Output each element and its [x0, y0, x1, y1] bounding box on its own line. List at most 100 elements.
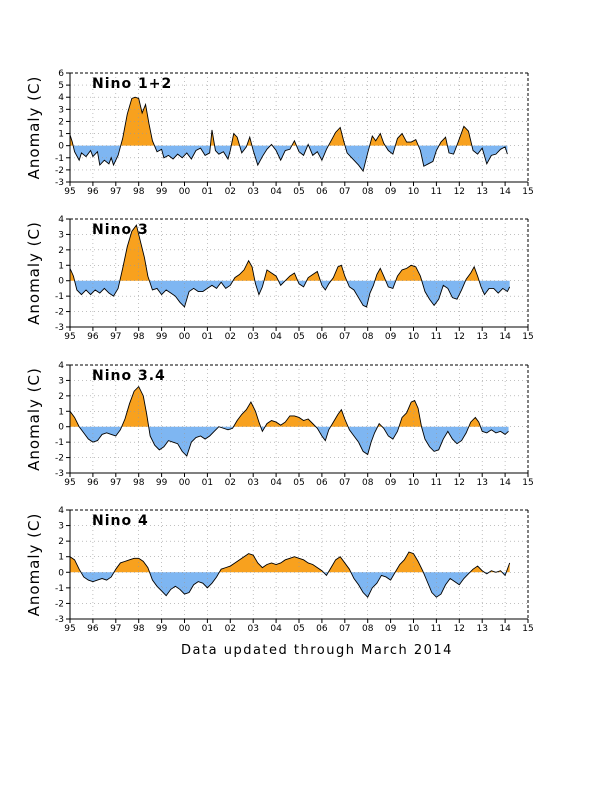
x-tick-label: 10	[408, 187, 420, 197]
x-tick-label: 03	[247, 624, 258, 634]
y-axis-label: Anomaly (C)	[25, 221, 43, 325]
x-tick-label: 99	[156, 478, 168, 488]
x-tick-label: 11	[431, 187, 442, 197]
x-tick-label: 98	[133, 332, 145, 342]
y-tick-label: -3	[55, 178, 64, 188]
y-tick-label: -2	[55, 308, 64, 318]
chart-panel-3: 95 96 97 98 99 00 01 02 03 04 05 06 07 08 09 10 11 12 13 14…	[25, 361, 534, 488]
x-tick-label: 97	[110, 332, 121, 342]
chart-panels: 95 96 97 98 99 00 01 02 03 04 05 06 07 08 09 10 11 12 13 14…	[25, 69, 534, 634]
y-tick-label: -2	[55, 454, 64, 464]
x-tick-label: 05	[293, 624, 304, 634]
positive-anomaly-area	[70, 386, 509, 427]
x-tick-label: 10	[408, 624, 420, 634]
panel-title: Nino 3.4	[92, 368, 166, 384]
x-tick-label: 06	[316, 624, 328, 634]
x-tick-label: 06	[316, 478, 328, 488]
x-tick-label: 14	[499, 624, 511, 634]
y-tick-label: 2	[58, 117, 64, 127]
x-tick-label: 07	[339, 478, 350, 488]
x-tick-label: 98	[133, 624, 145, 634]
panel-title: Nino 4	[92, 513, 149, 529]
x-tick-label: 08	[362, 187, 374, 197]
x-tick-label: 99	[156, 624, 168, 634]
x-tick-label: 00	[179, 478, 191, 488]
x-tick-label: 13	[476, 332, 487, 342]
negative-anomaly-area	[70, 426, 509, 457]
x-tick-label: 03	[247, 187, 258, 197]
x-tick-label: 97	[110, 187, 121, 197]
y-tick-label: 1	[58, 407, 64, 417]
y-tick-label: 3	[58, 105, 64, 115]
x-tick-label: 96	[87, 187, 99, 197]
x-tick-label: 00	[179, 624, 191, 634]
y-tick-label: 3	[58, 376, 64, 386]
y-tick-label: -1	[55, 438, 64, 448]
x-tick-label: 12	[454, 332, 465, 342]
x-tick-label: 08	[362, 478, 374, 488]
y-tick-label: 4	[58, 215, 64, 225]
x-tick-label: 07	[339, 332, 350, 342]
x-tick-label: 95	[64, 624, 75, 634]
x-tick-label: 05	[293, 478, 304, 488]
x-tick-label: 96	[87, 624, 99, 634]
x-tick-label: 02	[225, 187, 236, 197]
x-tick-label: 02	[225, 478, 236, 488]
y-tick-label: 1	[58, 553, 64, 563]
y-tick-label: 0	[58, 277, 64, 287]
x-tick-label: 10	[408, 332, 420, 342]
x-tick-label: 96	[87, 332, 99, 342]
x-tick-label: 05	[293, 187, 304, 197]
x-tick-label: 11	[431, 478, 442, 488]
y-tick-label: 5	[58, 81, 64, 91]
x-tick-label: 12	[454, 624, 465, 634]
positive-anomaly-area	[70, 552, 510, 573]
y-axis-label: Anomaly (C)	[25, 513, 43, 617]
x-tick-label: 00	[179, 187, 191, 197]
x-tick-label: 08	[362, 332, 374, 342]
y-tick-label: -3	[55, 469, 64, 479]
x-tick-label: 03	[247, 332, 258, 342]
x-tick-label: 14	[499, 187, 511, 197]
y-tick-label: -1	[55, 292, 64, 302]
y-tick-label: 0	[58, 142, 64, 152]
x-tick-label: 06	[316, 187, 328, 197]
x-tick-label: 99	[156, 332, 168, 342]
x-tick-label: 02	[225, 624, 236, 634]
y-tick-label: 1	[58, 130, 64, 140]
y-tick-label: 0	[58, 423, 64, 433]
anomaly-series-line	[69, 551, 511, 598]
x-tick-label: 13	[476, 187, 487, 197]
x-tick-label: 97	[110, 624, 121, 634]
x-tick-label: 02	[225, 332, 236, 342]
x-tick-label: 15	[522, 187, 533, 197]
data-updated-footer: Data updated through March 2014	[181, 643, 453, 658]
x-tick-label: 09	[385, 187, 397, 197]
y-tick-label: 4	[58, 93, 64, 103]
x-tick-label: 95	[64, 187, 75, 197]
y-tick-label: 2	[58, 537, 64, 547]
x-tick-label: 07	[339, 624, 350, 634]
x-tick-label: 98	[133, 478, 145, 488]
chart-panel-4: 95 96 97 98 99 00 01 02 03 04 05 06 07 08 09 10 11 12 13 14…	[25, 506, 534, 634]
x-tick-label: 10	[408, 478, 420, 488]
negative-anomaly-area	[70, 572, 510, 598]
y-tick-label: -1	[55, 154, 64, 164]
x-tick-label: 01	[202, 187, 213, 197]
x-tick-label: 13	[476, 478, 487, 488]
anomaly-series-line	[69, 96, 508, 173]
x-tick-label: 14	[499, 478, 511, 488]
negative-anomaly-area	[70, 145, 508, 172]
y-tick-label: 4	[58, 361, 64, 371]
panel-title: Nino 1+2	[92, 76, 172, 92]
x-tick-label: 06	[316, 332, 328, 342]
y-tick-label: 4	[58, 506, 64, 516]
x-tick-label: 15	[522, 332, 533, 342]
x-tick-label: 11	[431, 624, 442, 634]
x-tick-label: 15	[522, 478, 533, 488]
y-tick-label: 1	[58, 261, 64, 271]
x-tick-label: 95	[64, 332, 75, 342]
anomaly-series-line	[69, 385, 509, 457]
